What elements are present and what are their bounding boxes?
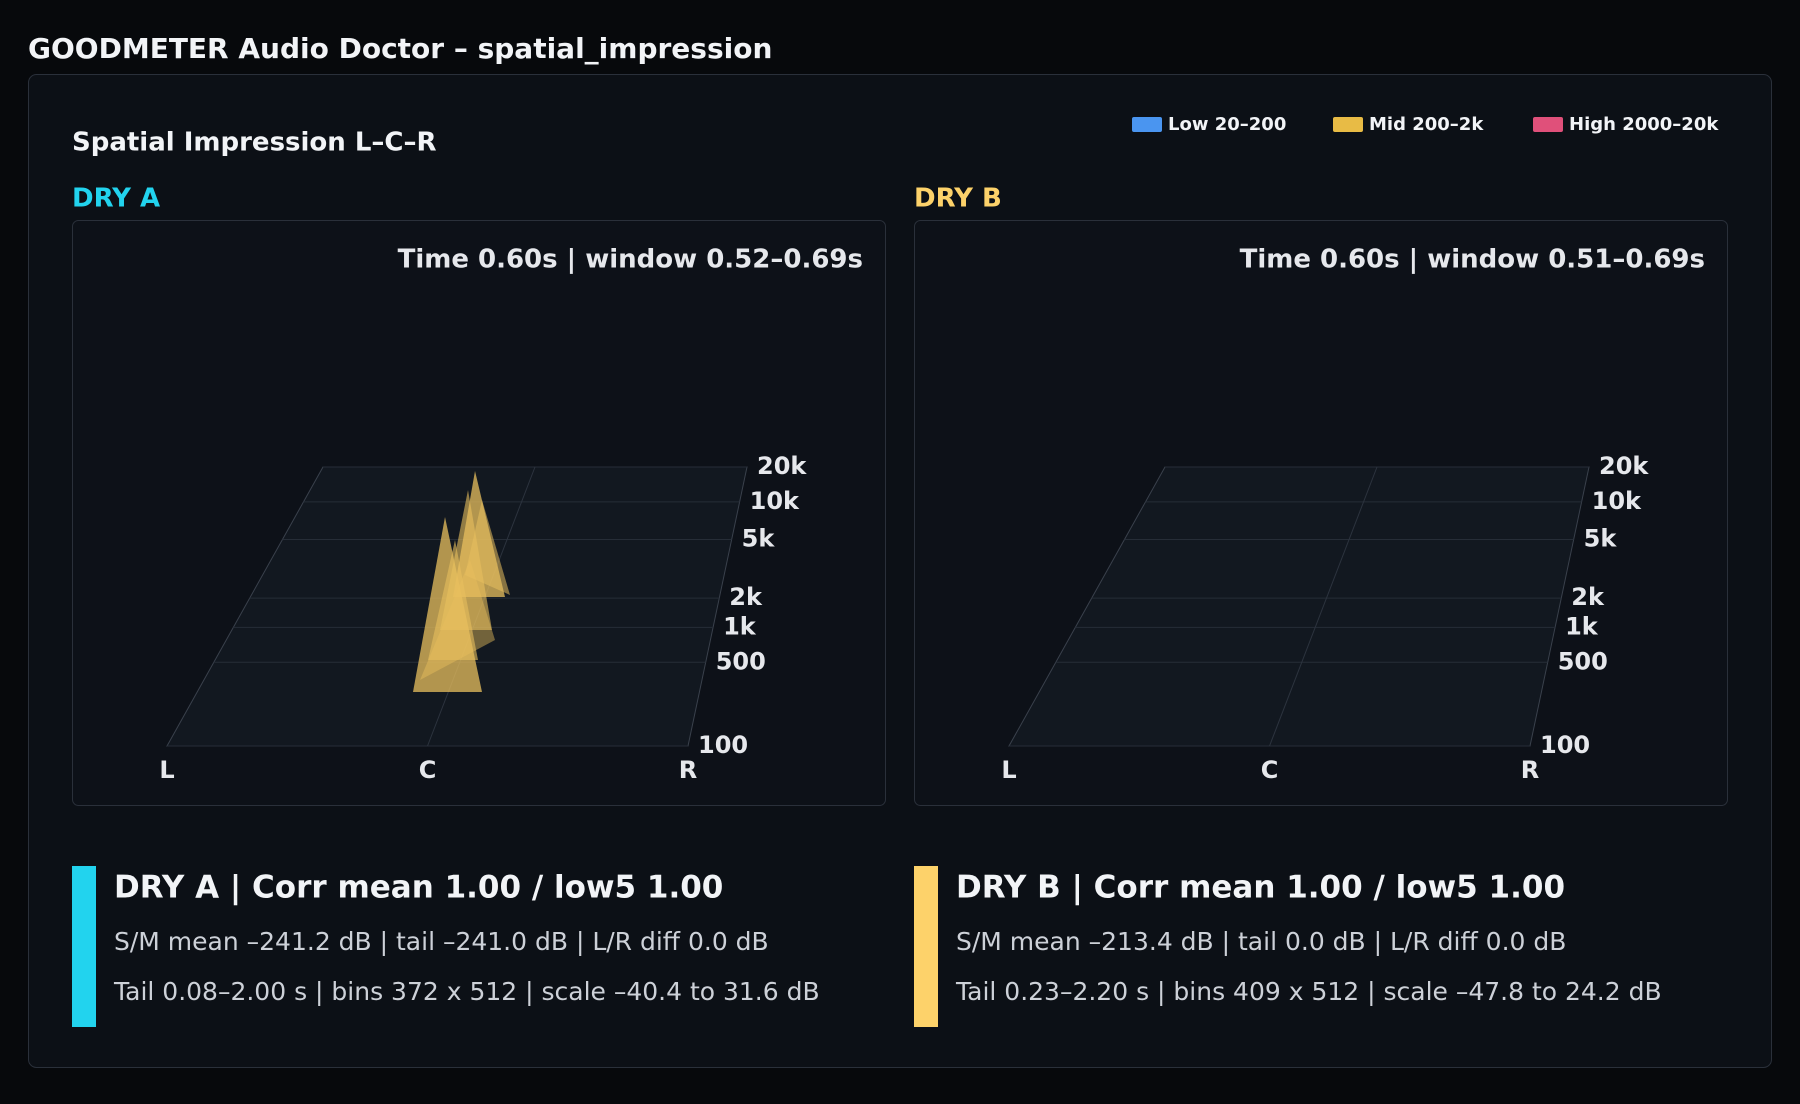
freq-label: 2k xyxy=(729,583,763,611)
freq-label: 10k xyxy=(750,487,800,515)
peak xyxy=(465,500,510,595)
legend-swatch xyxy=(1533,117,1563,132)
legend-label: Low 20–200 xyxy=(1168,114,1286,135)
freq-label: 2k xyxy=(1571,583,1605,611)
pan-label: L xyxy=(1001,756,1016,784)
freq-label: 100 xyxy=(1540,731,1590,759)
peak xyxy=(420,560,495,680)
pan-label: C xyxy=(419,756,437,784)
summary-line: S/M mean –213.4 dB | tail 0.0 dB | L/R d… xyxy=(956,927,1566,956)
view-name: DRY A xyxy=(72,184,160,214)
freq-label: 500 xyxy=(1558,647,1608,675)
pan-label: R xyxy=(1521,756,1539,784)
freq-label: 5k xyxy=(742,525,776,553)
spectral-peaks xyxy=(413,471,510,692)
legend-label: High 2000–20k xyxy=(1569,114,1719,135)
summary-title: DRY B | Corr mean 1.00 / low5 1.00 xyxy=(956,870,1565,906)
spatial-plane xyxy=(1008,466,1590,747)
summary-title: DRY A | Corr mean 1.00 / low5 1.00 xyxy=(114,870,723,906)
summary-bar xyxy=(914,866,938,1027)
pan-label: L xyxy=(159,756,174,784)
legend-label: Mid 200–2k xyxy=(1369,114,1484,135)
freq-label: 100 xyxy=(698,731,748,759)
view-name: DRY B xyxy=(914,184,1002,214)
freq-label: 1k xyxy=(723,612,757,640)
freq-label: 5k xyxy=(1584,525,1618,553)
freq-label: 1k xyxy=(1565,612,1599,640)
summary-bar xyxy=(72,866,96,1027)
freq-label: 20k xyxy=(757,452,807,480)
view-time: Time 0.60s | window 0.51–0.69s xyxy=(1240,245,1705,275)
legend-swatch xyxy=(1333,117,1363,132)
summary-line: Tail 0.08–2.00 s | bins 372 x 512 | scal… xyxy=(113,977,820,1006)
summary-line: Tail 0.23–2.20 s | bins 409 x 512 | scal… xyxy=(955,977,1662,1006)
freq-label: 20k xyxy=(1599,452,1649,480)
pan-label: R xyxy=(679,756,697,784)
pan-label: C xyxy=(1261,756,1279,784)
view-time: Time 0.60s | window 0.52–0.69s xyxy=(398,245,863,275)
freq-label: 10k xyxy=(1592,487,1642,515)
legend-swatch xyxy=(1132,117,1162,132)
freq-label: 500 xyxy=(716,647,766,675)
panel-title: Spatial Impression L–C–R xyxy=(72,128,437,158)
app-title: GOODMETER Audio Doctor – spatial_impress… xyxy=(28,32,772,65)
center-line xyxy=(1269,466,1378,747)
summary-line: S/M mean –241.2 dB | tail –241.0 dB | L/… xyxy=(114,927,769,956)
